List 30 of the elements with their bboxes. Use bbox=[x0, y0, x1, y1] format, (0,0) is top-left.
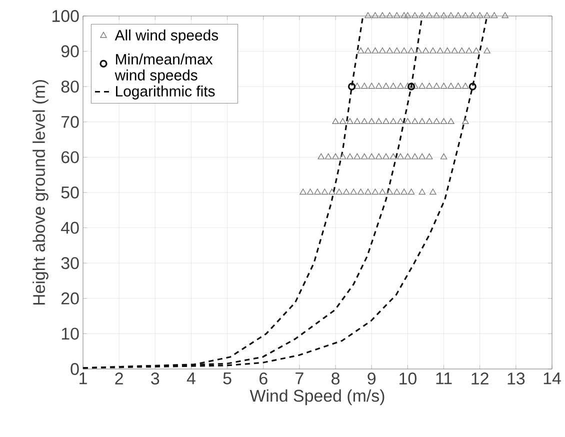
x-tick-label: 1 bbox=[80, 372, 87, 384]
x-tick-label: 8 bbox=[332, 372, 340, 385]
x-tick-label: 4 bbox=[186, 372, 196, 384]
y-tick-label: 80 bbox=[61, 80, 79, 93]
x-tick-label: 10 bbox=[400, 372, 416, 385]
x-tick-label: 13 bbox=[508, 372, 525, 385]
x-tick-label: 6 bbox=[260, 372, 268, 385]
legend-label: Logarithmic fits bbox=[116, 86, 215, 100]
x-tick-label: 11 bbox=[436, 372, 452, 384]
y-axis-title: Height above ground level (m) bbox=[32, 80, 48, 305]
y-tick-label: 10 bbox=[62, 328, 79, 340]
x-tick-label: 3 bbox=[151, 372, 160, 385]
x-tick-label: 2 bbox=[115, 372, 123, 384]
x-tick-label: 7 bbox=[296, 372, 304, 384]
x-tick-label: 12 bbox=[472, 372, 488, 384]
x-tick-label: 14 bbox=[544, 372, 561, 384]
y-tick-label: 30 bbox=[61, 257, 79, 270]
y-tick-label: 70 bbox=[62, 116, 79, 128]
y-tick-label: 60 bbox=[62, 151, 79, 164]
legend-label: All wind speeds bbox=[114, 30, 218, 44]
y-tick-label: 90 bbox=[61, 45, 79, 58]
y-tick-label: 40 bbox=[61, 222, 79, 234]
x-axis-title: Wind Speed (m/s) bbox=[250, 389, 384, 406]
y-tick-label: 100 bbox=[52, 10, 79, 22]
legend-label: Min/mean/max wind speeds bbox=[114, 54, 213, 84]
y-tick-label: 50 bbox=[61, 186, 79, 198]
x-tick-label: 9 bbox=[368, 372, 376, 385]
x-tick-label: 5 bbox=[223, 372, 232, 384]
y-tick-label: 0 bbox=[70, 363, 79, 375]
y-tick-label: 20 bbox=[62, 292, 79, 304]
